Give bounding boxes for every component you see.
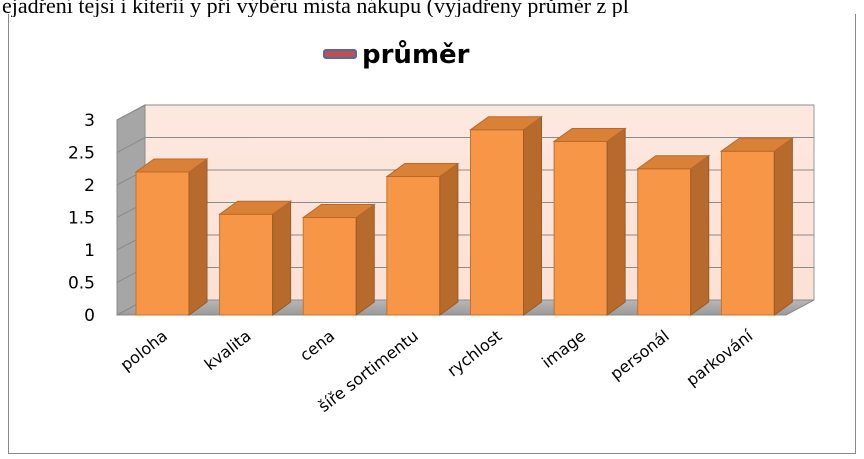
- bar-side: [773, 137, 793, 316]
- bar-top: [134, 158, 209, 173]
- x-tick-label: poloha: [117, 326, 171, 374]
- x-tick-label: kvalita: [201, 326, 255, 374]
- x-tick-label: parkování: [682, 326, 756, 390]
- bar-top: [636, 155, 711, 170]
- bar-side: [188, 158, 208, 316]
- bar-side: [272, 200, 292, 316]
- chart-frame: [8, 14, 856, 454]
- y-tick-label: 1.5: [68, 209, 95, 229]
- legend-label: průměr: [362, 39, 470, 70]
- bar-top: [468, 116, 544, 131]
- bar-top: [385, 163, 460, 178]
- bar-side: [355, 203, 375, 316]
- bar-top: [719, 137, 794, 152]
- bar: [135, 171, 190, 316]
- bar-side: [439, 162, 459, 316]
- bar-side: [606, 127, 626, 316]
- bar: [637, 168, 692, 316]
- bar-side: [523, 115, 542, 316]
- bar: [219, 213, 274, 316]
- bar: [302, 217, 357, 316]
- y-tick-label: 1: [84, 241, 95, 261]
- gridline-side: [116, 104, 146, 121]
- bar: [386, 176, 441, 316]
- x-tick-label: cena: [296, 326, 338, 365]
- x-tick-label: rychlost: [443, 326, 505, 380]
- bar-side: [690, 154, 710, 316]
- document-text-line: ejadření tejsi i kiterii y při výběru mí…: [2, 0, 629, 17]
- gridline-side: [116, 137, 146, 153]
- legend-marker: [323, 49, 357, 59]
- y-tick-label: 2.5: [68, 144, 95, 164]
- bar-top: [218, 200, 293, 215]
- bar: [720, 150, 775, 316]
- bar: [470, 129, 524, 316]
- x-tick-label: image: [538, 326, 589, 372]
- y-tick-label: 0.5: [68, 274, 95, 294]
- y-tick-label: 3: [84, 111, 95, 131]
- bar: [553, 140, 608, 316]
- y-tick-label: 2: [84, 176, 95, 196]
- y-tick-label: 0: [84, 306, 95, 326]
- bar-top: [301, 204, 376, 218]
- bar-top: [552, 127, 627, 142]
- x-tick-label: personál: [607, 326, 673, 384]
- legend: průměr: [323, 39, 470, 70]
